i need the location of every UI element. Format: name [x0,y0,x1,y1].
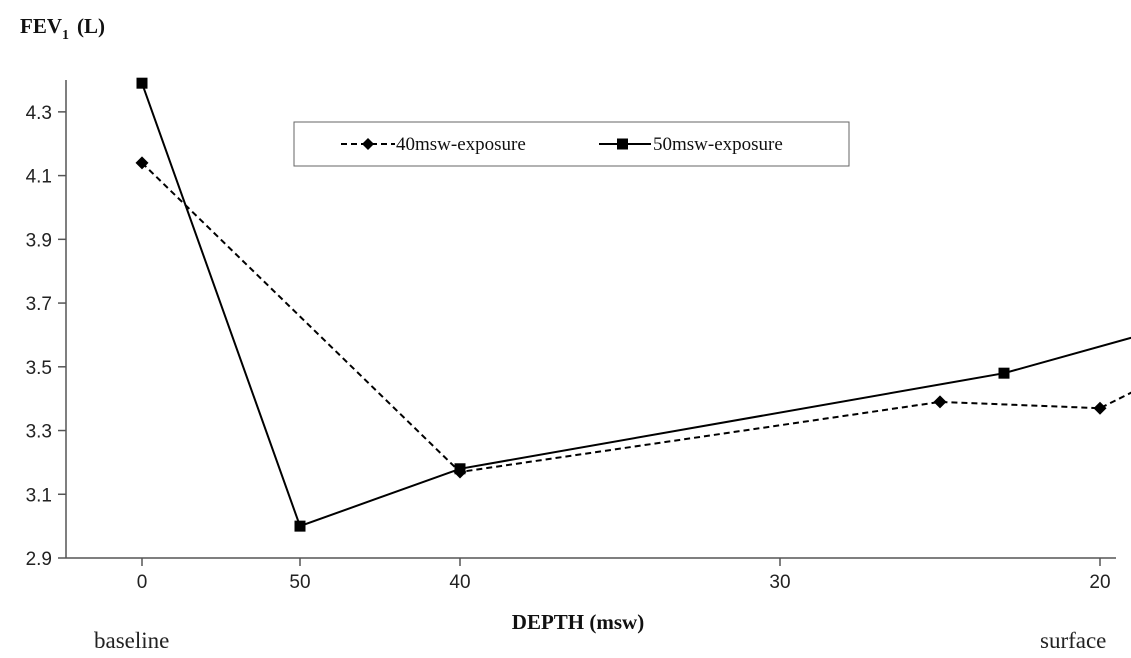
y-tick-label: 4.3 [26,103,52,124]
baseline-label: baseline [94,628,169,653]
y-tick-label: 4.1 [26,167,52,188]
y-axis-title-subscript: 1 [62,28,69,43]
x-ticks: 050403020100 [137,558,1111,593]
y-tick-label: 3.5 [26,358,52,379]
x-tick-label: 40 [449,572,470,593]
data-point-diamond [1093,401,1107,415]
x-axis-title: DEPTH (msw) [512,610,644,634]
y-axis-title: FEV1 (L) [20,14,105,43]
series-layer: NSNSNSNSNSNSNS [135,77,1131,532]
series-line-40msw-exposure [141,162,1131,474]
series-line-50msw-exposure [141,82,1131,528]
data-point-diamond [933,395,947,409]
y-tick-label: 3.7 [26,294,52,315]
y-axis-title-unit: (L) [77,14,105,38]
legend-marker-40msw [362,138,374,150]
data-point-diamond [135,156,149,170]
surface-label: surface [1040,628,1106,653]
data-point-square [454,463,466,475]
data-point-square [998,367,1010,379]
data-point-square [294,520,306,532]
legend-marker-50msw [617,138,628,150]
y-tick-label: 3.3 [26,422,52,443]
y-ticks: 2.9 3.1 3.3 3.5 3.7 3.9 4.1 4.3 [26,103,66,570]
x-tick-label: 50 [289,572,310,593]
x-tick-label: 0 [137,572,148,593]
x-tick-label: 30 [769,572,790,593]
legend: 40msw-exposure 50msw-exposure [293,121,850,167]
legend-label-40msw: 40msw-exposure [396,134,526,155]
y-tick-label: 3.1 [26,485,52,506]
y-tick-label: 2.9 [26,549,52,570]
data-point-square [136,77,148,89]
y-tick-label: 3.9 [26,230,52,251]
y-axis-title-main: FEV [20,14,62,38]
x-tick-label: 20 [1089,572,1110,593]
legend-label-50msw: 50msw-exposure [653,134,783,155]
